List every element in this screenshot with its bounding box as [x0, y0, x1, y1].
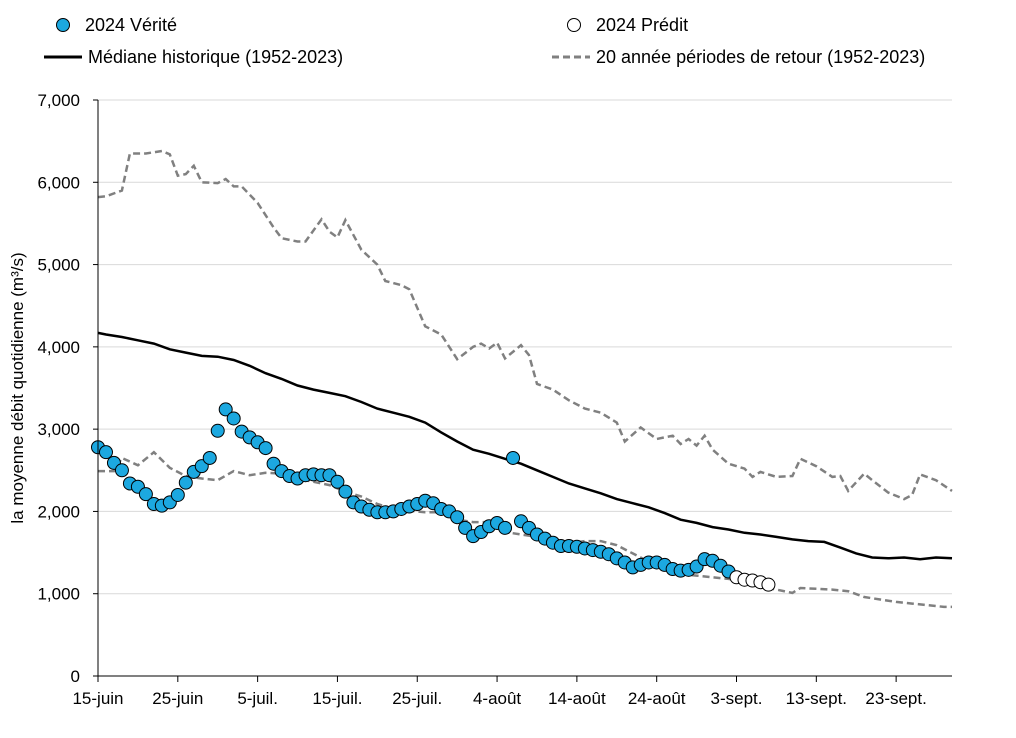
- observed-point: [138, 487, 153, 502]
- y-axis-title: la moyenne débit quotidienne (m³/s): [8, 252, 27, 523]
- observed-point: [226, 411, 241, 426]
- observed-point: [498, 520, 513, 535]
- legend: 2024 Vérité 2024 Prédit Médiane historiq…: [44, 15, 925, 67]
- observed-point: [330, 474, 345, 489]
- axes: 0 1,000 2,000 3,000 4,000 5,000 6,000 7,000 15-j…: [37, 91, 952, 708]
- y-tick-label: 6,000: [37, 173, 80, 192]
- observed-point: [202, 450, 217, 465]
- y-tick-label: 5,000: [37, 256, 80, 275]
- legend-label-retour: 20 année périodes de retour (1952-2023): [596, 47, 925, 67]
- observed-point: [210, 423, 225, 438]
- x-tick-label: 5-juil.: [237, 689, 278, 708]
- median-line: [97, 331, 953, 561]
- series-layer: [91, 149, 953, 609]
- x-tick-label: 15-juin: [72, 689, 123, 708]
- x-tick-label: 14-août: [548, 689, 606, 708]
- observed-point: [170, 487, 185, 502]
- x-tick-label: 13-sept.: [786, 689, 847, 708]
- y-tick-label: 1,000: [37, 585, 80, 604]
- legend-label-mediane: Médiane historique (1952-2023): [88, 47, 343, 67]
- y-tick-label: 7,000: [37, 91, 80, 110]
- x-tick-label: 25-juil.: [392, 689, 442, 708]
- predicted-point: [761, 577, 776, 592]
- observed-point: [218, 402, 233, 417]
- observed-point: [506, 450, 521, 465]
- observed-point: [98, 445, 113, 460]
- y-tick-label: 0: [71, 667, 80, 686]
- x-tick-label: 4-août: [473, 689, 521, 708]
- observed-point: [258, 441, 273, 456]
- legend-marker-predit: [567, 18, 581, 32]
- y-tick-label: 4,000: [37, 338, 80, 357]
- x-tick-label: 15-juil.: [312, 689, 362, 708]
- x-tick-label: 3-sept.: [711, 689, 763, 708]
- observed-point: [114, 463, 129, 478]
- y-tick-label: 2,000: [37, 502, 80, 521]
- observed-point: [450, 510, 465, 525]
- legend-marker-verite: [56, 18, 70, 32]
- y-tick-label: 3,000: [37, 420, 80, 439]
- return-period-line: [97, 149, 953, 501]
- legend-label-verite: 2024 Vérité: [85, 15, 177, 35]
- x-tick-label: 25-juin: [152, 689, 203, 708]
- return-period-line: [98, 450, 952, 609]
- x-tick-label: 24-août: [628, 689, 686, 708]
- observed-point: [178, 475, 193, 490]
- x-tick-label: 23-sept.: [865, 689, 926, 708]
- observed-point: [338, 484, 353, 499]
- legend-label-predit: 2024 Prédit: [596, 15, 688, 35]
